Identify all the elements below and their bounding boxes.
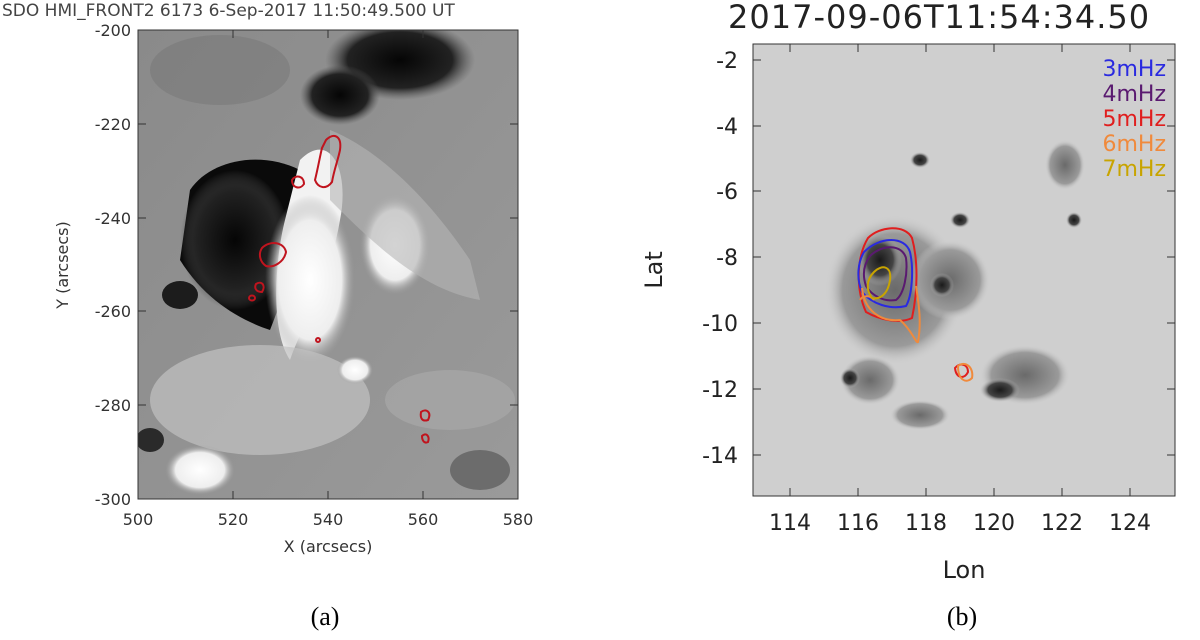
panel-b-ytick-0: -2 bbox=[716, 49, 738, 74]
panel-b-xlabel: Lon bbox=[943, 556, 986, 584]
panel-a-xtick-3: 560 bbox=[408, 510, 439, 529]
panel-a-xtick-4: 580 bbox=[503, 510, 534, 529]
panel-b-ylabel: Lat bbox=[640, 251, 668, 289]
legend-item-7mhz: 7mHz bbox=[1102, 157, 1166, 182]
panel-b-xtick-0: 114 bbox=[769, 511, 811, 536]
panel-b-ytick-4: -10 bbox=[702, 312, 738, 337]
panel-a-ytick-5: -300 bbox=[95, 490, 131, 509]
panel-b-xtick-5: 124 bbox=[1109, 511, 1151, 536]
panel-a-xtick-2: 540 bbox=[313, 510, 344, 529]
frequency-contours bbox=[857, 227, 974, 382]
panel-a: SDO HMI_FRONT2 6173 6-Sep-2017 11:50:49.… bbox=[2, 1, 533, 631]
panel-b-ytick-5: -12 bbox=[702, 378, 738, 403]
panel-b-ytick-1: -4 bbox=[716, 115, 738, 140]
panel-a-x-ticks bbox=[137, 30, 519, 499]
panel-b-caption: (b) bbox=[947, 602, 977, 631]
panel-b-x-ticks bbox=[789, 44, 1131, 496]
panel-b: 2017-09-06T11:54:34.50 bbox=[640, 0, 1176, 631]
panel-b-ytick-3: -8 bbox=[716, 246, 738, 271]
panel-b-xtick-2: 118 bbox=[905, 511, 947, 536]
panel-a-ytick-0: -200 bbox=[95, 21, 131, 40]
panel-a-y-ticks bbox=[138, 29, 518, 500]
panel-a-ytick-2: -240 bbox=[95, 209, 131, 228]
panel-a-caption: (a) bbox=[311, 602, 340, 631]
intensity-image bbox=[753, 44, 1175, 496]
frequency-legend: 3mHz 4mHz 5mHz 6mHz 7mHz bbox=[1102, 57, 1166, 182]
panel-a-xtick-1: 520 bbox=[218, 510, 249, 529]
panel-a-xtick-0: 500 bbox=[123, 510, 154, 529]
panel-b-y-ticks bbox=[753, 59, 1175, 456]
panel-b-xtick-4: 122 bbox=[1041, 511, 1083, 536]
panel-b-xtick-1: 116 bbox=[837, 511, 879, 536]
panel-a-xlabel: X (arcsecs) bbox=[284, 537, 373, 556]
panel-a-ytick-1: -220 bbox=[95, 115, 131, 134]
panel-b-xtick-3: 120 bbox=[973, 511, 1015, 536]
panel-b-frame bbox=[752, 43, 1176, 497]
magnetogram-contours bbox=[248, 134, 431, 444]
panel-b-ytick-2: -6 bbox=[716, 180, 738, 205]
panel-a-ylabel: Y (arcsecs) bbox=[53, 221, 72, 309]
panel-a-title: SDO HMI_FRONT2 6173 6-Sep-2017 11:50:49.… bbox=[2, 1, 455, 21]
legend-item-5mhz: 5mHz bbox=[1102, 107, 1166, 132]
panel-a-ytick-3: -260 bbox=[95, 302, 131, 321]
magnetogram-image bbox=[138, 30, 518, 499]
legend-item-3mhz: 3mHz bbox=[1102, 57, 1166, 82]
panel-b-title: 2017-09-06T11:54:34.50 bbox=[728, 0, 1150, 36]
legend-item-4mhz: 4mHz bbox=[1102, 82, 1166, 107]
panel-a-ytick-4: -280 bbox=[95, 396, 131, 415]
panel-b-ytick-6: -14 bbox=[702, 444, 738, 469]
legend-item-6mhz: 6mHz bbox=[1102, 132, 1166, 157]
